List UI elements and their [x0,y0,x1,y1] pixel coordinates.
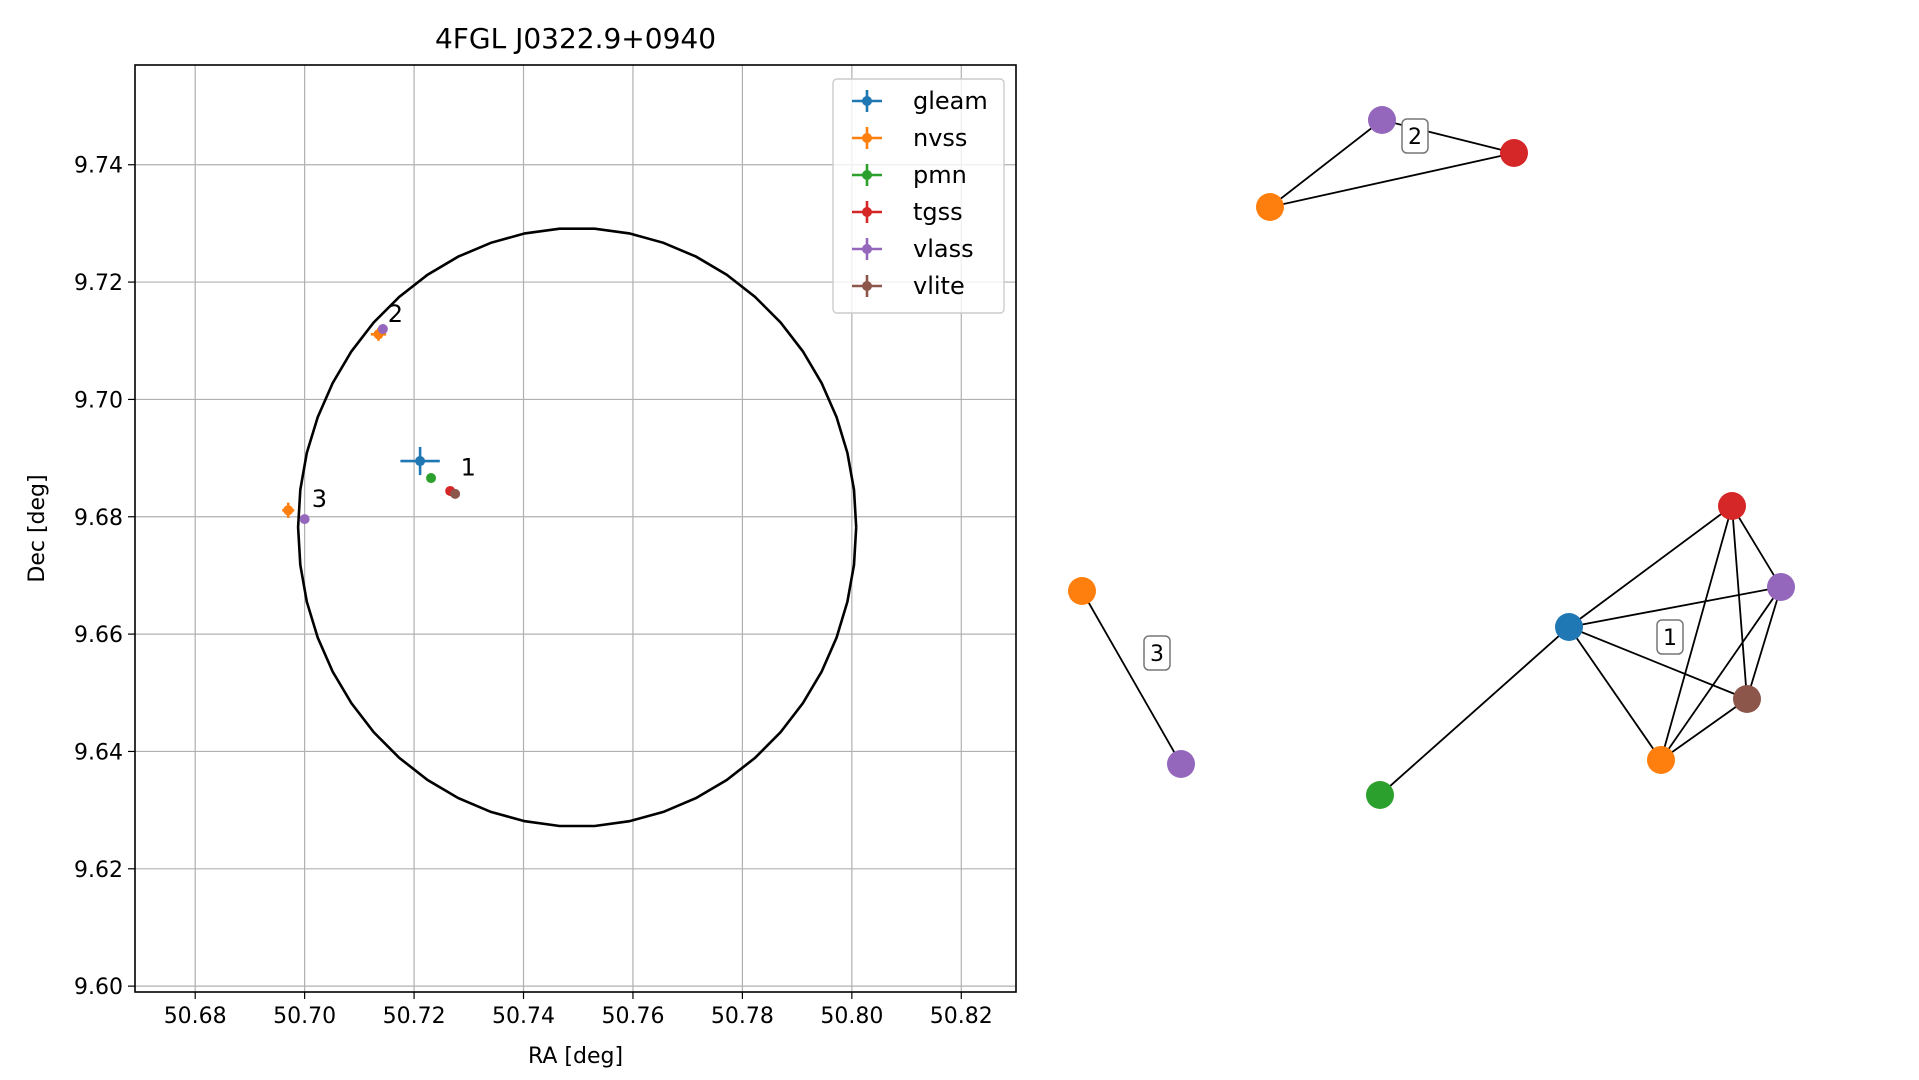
point-group-label: 2 [388,300,403,328]
graph-node-vlass [1167,750,1195,778]
y-tick-label: 9.62 [74,858,123,883]
y-tick-label: 9.66 [74,623,123,648]
graph-edge [1660,505,1733,761]
cluster-label: 3 [1150,642,1164,667]
x-tick-label: 50.78 [711,1004,774,1029]
cluster-labels: 1 2 3 [1143,118,1684,671]
graph-node-vlass [1767,573,1795,601]
graph-edge [1746,586,1782,700]
x-tick-label: 50.74 [492,1004,555,1029]
graph-nodes [1068,106,1795,809]
graph-edge [1660,586,1782,761]
graph-node-vlass [1368,106,1396,134]
vlass-point [377,324,388,335]
graph-edge [1731,505,1748,700]
x-tick-label: 50.82 [930,1004,993,1029]
association-circle [296,227,858,828]
graph-node-nvss [1068,577,1096,605]
x-tick-label: 50.80 [820,1004,883,1029]
legend-label-vlass: vlass [913,235,974,263]
cluster-label-box [1143,635,1171,671]
graph-edge [1568,626,1662,761]
graph-edge [1568,586,1782,628]
legend-marker-vlite-dot [862,281,872,291]
x-axis-label: RA [deg] [528,1044,623,1069]
y-tick-label: 9.60 [74,975,123,1000]
chart-title: 4FGL J0322.9+0940 [435,22,716,55]
vlite-point [450,488,461,499]
legend-label-vlite: vlite [913,272,965,300]
graph-edge [1731,505,1782,588]
graph-node-pmn [1366,781,1394,809]
scatter-plot: 123 50.68 50.70 50.72 50.74 50.76 50.78 50.80 5… [25,22,1017,1069]
legend-marker-tgss-dot [862,207,872,217]
cluster-label: 2 [1408,125,1422,150]
vlass-point [299,514,310,525]
graph-node-nvss [1256,193,1284,221]
y-tick-label: 9.74 [74,154,123,179]
network-graph: 1 2 3 [1068,106,1795,809]
graph-edge [1081,590,1182,765]
axis-ticks: 50.68 50.70 50.72 50.74 50.76 50.78 50.80 50.82… [74,154,993,1029]
graph-node-tgss [1718,492,1746,520]
y-tick-label: 9.70 [74,388,123,413]
legend-label-gleam: gleam [913,87,988,115]
graph-node-nvss [1647,746,1675,774]
legend: gleam nvss pmn tgss vlass vlite [832,78,1005,314]
legend-marker-nvss-dot [862,133,872,143]
pmn-point [426,473,437,484]
graph-edge [1379,626,1570,796]
graph-edge [1660,698,1748,761]
x-tick-label: 50.72 [383,1004,446,1029]
point-group-label: 1 [461,454,476,482]
point-group-label: 3 [312,485,327,513]
legend-marker-gleam-dot [862,96,872,106]
graph-edge [1269,152,1515,208]
y-tick-label: 9.64 [74,740,123,765]
y-axis-label: Dec [deg] [25,474,50,582]
y-tick-label: 9.68 [74,506,123,531]
grid [135,65,1016,992]
legend-label-pmn: pmn [913,161,967,189]
graph-node-vlite [1733,685,1761,713]
cluster-label: 1 [1663,626,1677,651]
graph-edge [1568,505,1733,628]
axes-frame [134,64,1017,993]
graph-node-gleam [1555,613,1583,641]
y-tick-label: 9.72 [74,271,123,296]
legend-label-tgss: tgss [913,198,963,226]
graph-edges [1081,119,1782,796]
cluster-label-box [1656,619,1684,655]
nvss-point [283,505,294,516]
legend-label-nvss: nvss [913,124,967,152]
cluster-label-box [1401,118,1429,154]
gleam-point [415,456,426,467]
legend-marker-vlass-dot [862,244,872,254]
graph-node-tgss [1500,139,1528,167]
x-tick-label: 50.68 [164,1004,227,1029]
graph-edge [1568,626,1748,700]
x-tick-label: 50.76 [601,1004,664,1029]
x-tick-label: 50.70 [273,1004,336,1029]
graph-edge [1269,119,1383,208]
legend-marker-pmn-dot [862,170,872,180]
plot-content: 1 2 3 [282,227,858,828]
